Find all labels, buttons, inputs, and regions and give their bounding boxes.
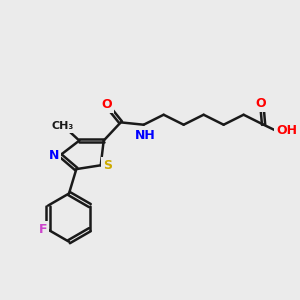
Text: CH₃: CH₃ bbox=[51, 121, 74, 131]
Text: F: F bbox=[39, 223, 47, 236]
Text: N: N bbox=[49, 149, 59, 162]
Text: OH: OH bbox=[277, 124, 298, 137]
Text: O: O bbox=[255, 97, 266, 110]
Text: S: S bbox=[103, 159, 112, 172]
Text: O: O bbox=[102, 98, 112, 111]
Text: NH: NH bbox=[134, 128, 155, 142]
